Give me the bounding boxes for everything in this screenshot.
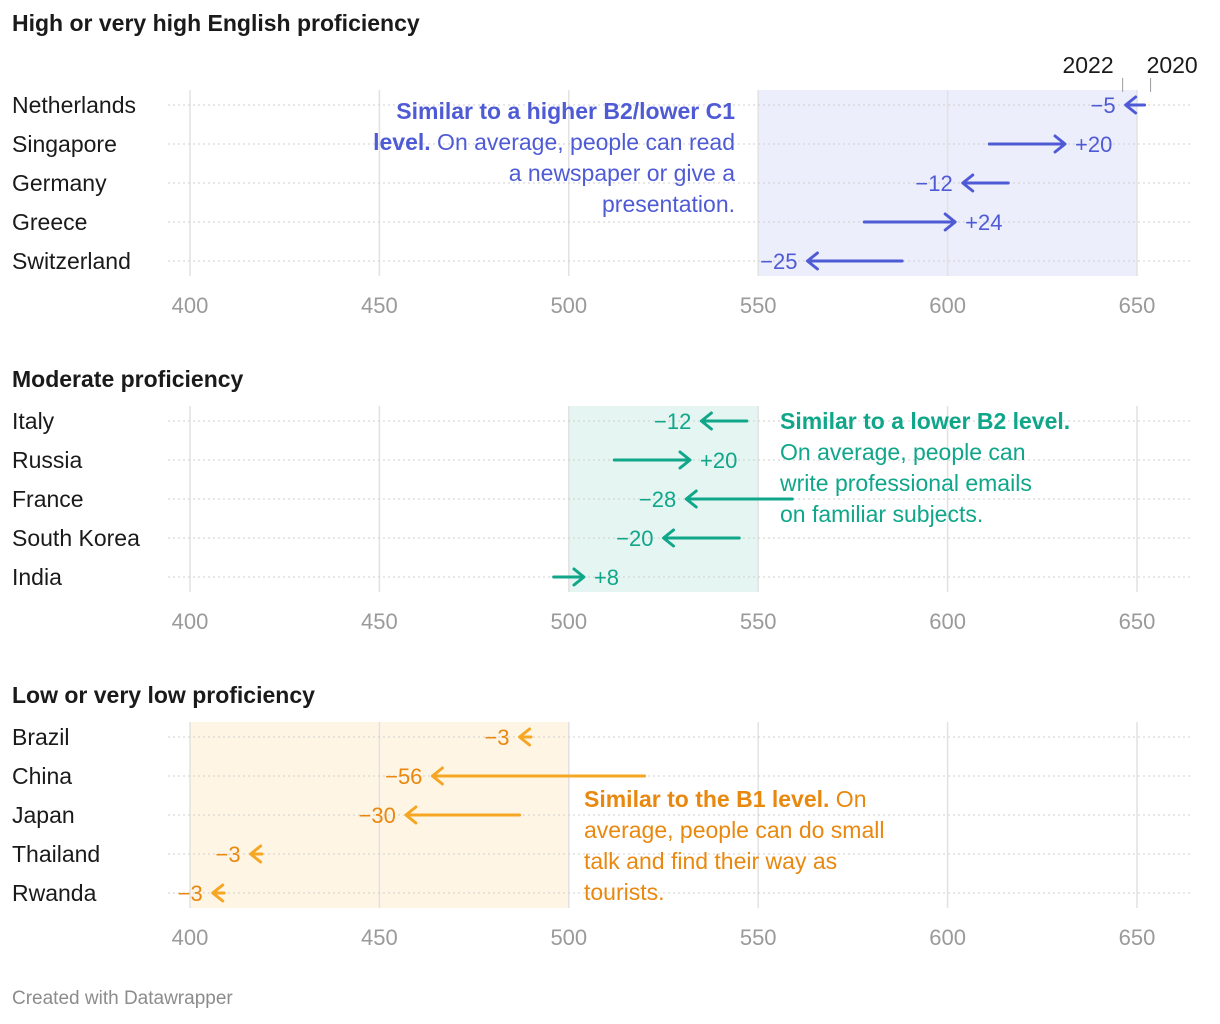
annotation-segment: presentation. bbox=[602, 191, 735, 217]
footer-credit: Created with Datawrapper bbox=[12, 988, 233, 1009]
country-label: France bbox=[12, 486, 84, 512]
change-label: −3 bbox=[484, 725, 509, 750]
change-arrow-head bbox=[1053, 134, 1067, 154]
x-tick-label-1-1: 450 bbox=[361, 609, 398, 634]
change-label: −20 bbox=[616, 526, 653, 551]
annotation-line-0-0: Similar to a higher B2/lower C1 bbox=[396, 98, 735, 124]
annotation-segment: write professional emails bbox=[779, 470, 1032, 496]
x-tick-label-0-2: 500 bbox=[550, 293, 587, 318]
x-tick-label-2-4: 600 bbox=[929, 925, 966, 950]
country-label: Japan bbox=[12, 802, 75, 828]
annotation-segment: talk and find their way as bbox=[584, 848, 837, 874]
annotation-segment: level. bbox=[373, 129, 431, 155]
change-label: −56 bbox=[385, 764, 422, 789]
panel-title-moderate: Moderate proficiency bbox=[12, 366, 244, 392]
country-label: Thailand bbox=[12, 841, 100, 867]
x-tick-label-2-1: 450 bbox=[361, 925, 398, 950]
change-label: −12 bbox=[915, 171, 952, 196]
change-label: −5 bbox=[1091, 93, 1116, 118]
annotation-line-2-2: talk and find their way as bbox=[584, 848, 837, 874]
country-label: Germany bbox=[12, 170, 107, 196]
change-label: +8 bbox=[594, 565, 619, 590]
annotation-segment: On bbox=[829, 786, 866, 812]
annotation-segment: On average, people can read bbox=[431, 129, 735, 155]
x-tick-label-0-4: 600 bbox=[929, 293, 966, 318]
annotation-line-0-1: level. On average, people can read bbox=[373, 129, 735, 155]
change-arrow-head bbox=[211, 883, 225, 903]
change-label: −12 bbox=[654, 409, 691, 434]
annotation-line-2-3: tourists. bbox=[584, 879, 665, 905]
x-tick-label-2-2: 500 bbox=[550, 925, 587, 950]
change-label: −28 bbox=[639, 487, 676, 512]
country-label: Italy bbox=[12, 408, 55, 434]
legend-end-label: 2022 bbox=[1062, 52, 1113, 78]
change-label: +24 bbox=[965, 210, 1002, 235]
change-arrow-head bbox=[430, 766, 444, 786]
change-label: −3 bbox=[178, 881, 203, 906]
change-arrow-head bbox=[805, 251, 819, 271]
annotation-segment: Similar to the B1 level. bbox=[584, 786, 829, 812]
country-label: Rwanda bbox=[12, 880, 97, 906]
annotation-segment: On average, people can bbox=[780, 439, 1026, 465]
change-label: +20 bbox=[700, 448, 737, 473]
annotation-segment: Similar to a higher B2/lower C1 bbox=[396, 98, 735, 124]
change-arrow-head bbox=[1124, 95, 1138, 115]
panel-title-low: Low or very low proficiency bbox=[12, 682, 315, 708]
change-arrow-head bbox=[699, 411, 713, 431]
annotation-line-1-0: Similar to a lower B2 level. bbox=[780, 408, 1070, 434]
annotation-line-2-1: average, people can do small bbox=[584, 817, 884, 843]
x-tick-label-1-3: 550 bbox=[740, 609, 777, 634]
country-label: Netherlands bbox=[12, 92, 136, 118]
panel-title-high: High or very high English proficiency bbox=[12, 10, 420, 36]
country-label: Singapore bbox=[12, 131, 117, 157]
change-arrow-head bbox=[678, 450, 692, 470]
annotation-line-0-3: presentation. bbox=[602, 191, 735, 217]
change-label: −25 bbox=[760, 249, 797, 274]
x-tick-label-2-0: 400 bbox=[172, 925, 209, 950]
annotation-segment: Similar to a lower B2 level. bbox=[780, 408, 1070, 434]
x-tick-label-1-0: 400 bbox=[172, 609, 209, 634]
x-tick-label-0-1: 450 bbox=[361, 293, 398, 318]
country-label: South Korea bbox=[12, 525, 140, 551]
annotation-line-1-3: on familiar subjects. bbox=[780, 501, 983, 527]
x-tick-label-1-2: 500 bbox=[550, 609, 587, 634]
x-tick-label-2-5: 650 bbox=[1119, 925, 1156, 950]
change-arrow-head bbox=[572, 567, 586, 587]
x-tick-label-0-0: 400 bbox=[172, 293, 209, 318]
annotation-segment: average, people can do small bbox=[584, 817, 884, 843]
change-label: +20 bbox=[1075, 132, 1112, 157]
country-label: Russia bbox=[12, 447, 83, 473]
country-label: Switzerland bbox=[12, 248, 131, 274]
annotation-segment: a newspaper or give a bbox=[509, 160, 736, 186]
x-tick-label-1-5: 650 bbox=[1119, 609, 1156, 634]
annotation-line-0-2: a newspaper or give a bbox=[509, 160, 736, 186]
change-label: −30 bbox=[359, 803, 396, 828]
change-arrow-head bbox=[961, 173, 975, 193]
x-tick-label-0-3: 550 bbox=[740, 293, 777, 318]
x-tick-label-0-5: 650 bbox=[1119, 293, 1156, 318]
x-tick-label-2-3: 550 bbox=[740, 925, 777, 950]
change-arrow-head bbox=[684, 489, 698, 509]
annotation-segment: tourists. bbox=[584, 879, 665, 905]
change-label: −3 bbox=[216, 842, 241, 867]
x-tick-label-1-4: 600 bbox=[929, 609, 966, 634]
change-arrow-head bbox=[943, 212, 957, 232]
annotation-line-1-1: On average, people can bbox=[780, 439, 1026, 465]
country-label: India bbox=[12, 564, 62, 590]
annotation-line-2-0: Similar to the B1 level. On bbox=[584, 786, 867, 812]
change-arrow-head bbox=[518, 727, 532, 747]
country-label: China bbox=[12, 763, 72, 789]
legend-start-label: 2020 bbox=[1147, 52, 1198, 78]
change-arrow-head bbox=[404, 805, 418, 825]
country-label: Greece bbox=[12, 209, 87, 235]
country-label: Brazil bbox=[12, 724, 70, 750]
annotation-line-1-2: write professional emails bbox=[779, 470, 1032, 496]
change-arrow-head bbox=[662, 528, 675, 548]
annotation-segment: on familiar subjects. bbox=[780, 501, 983, 527]
change-arrow-head bbox=[249, 844, 263, 864]
